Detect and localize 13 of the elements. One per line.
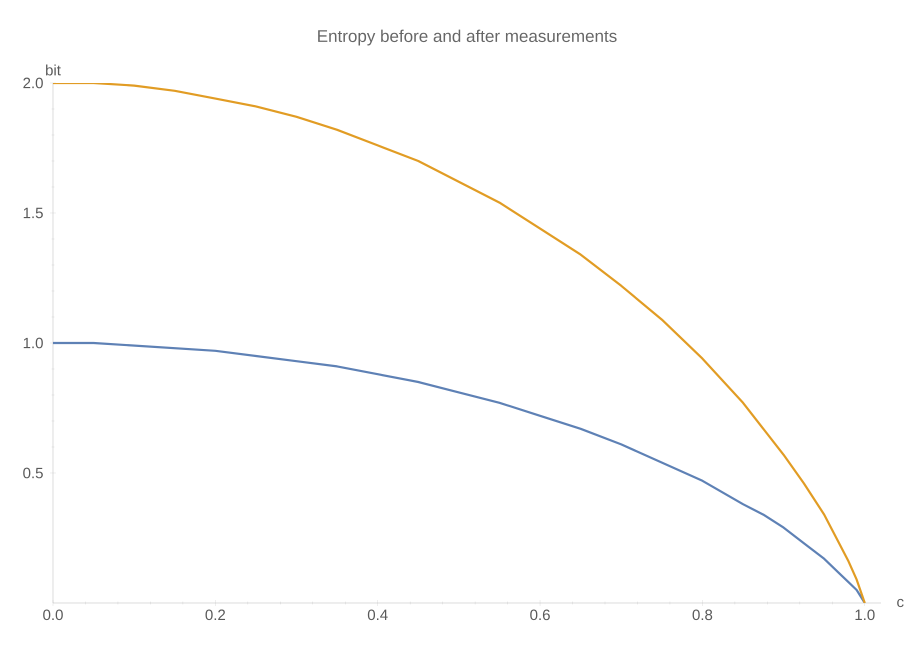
y-tick-label: 1.5 (24, 208, 43, 218)
x-axis-title: c (897, 598, 904, 608)
chart-title: Entropy before and after measurements (318, 30, 617, 46)
y-tick-label: 0.5 (23, 468, 43, 478)
y-tick-label: 1.0 (24, 338, 43, 348)
x-tick-label: 0.4 (368, 610, 388, 620)
x-tick-label: 0.0 (43, 610, 63, 620)
x-tick-label: 0.8 (692, 610, 712, 620)
x-tick-label: 0.2 (206, 610, 226, 620)
y-tick-label: 2.0 (23, 78, 43, 88)
y-axis-title: bit (46, 64, 61, 76)
x-tick-label: 1.0 (855, 610, 875, 620)
x-tick-label: 0.6 (530, 610, 550, 620)
